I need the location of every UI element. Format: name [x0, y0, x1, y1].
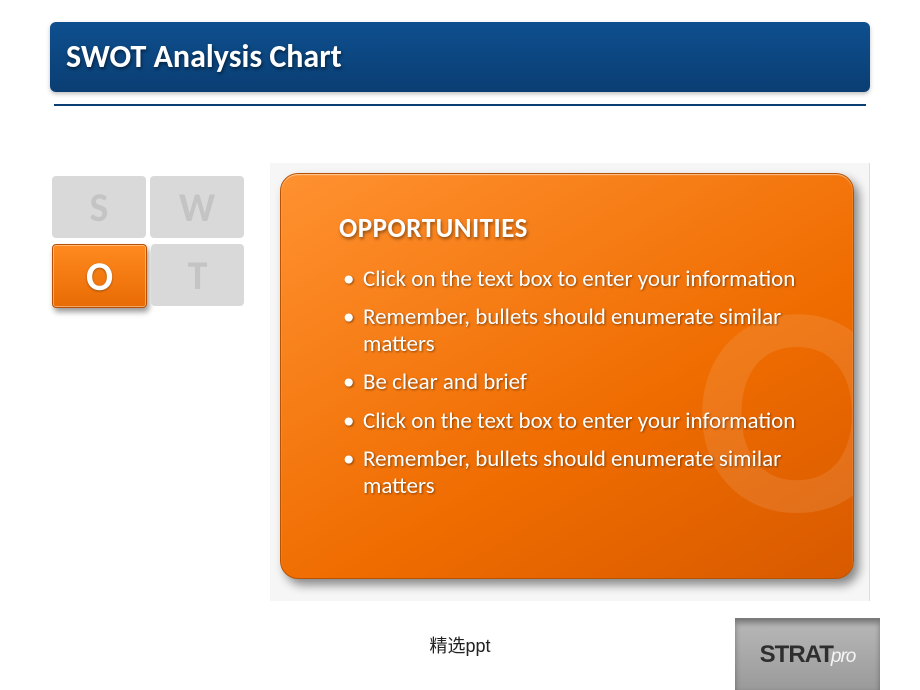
- panel-heading: OPPORTUNITIES: [339, 212, 528, 245]
- logo-suffix: pro: [831, 646, 855, 667]
- divider-rule: [54, 104, 866, 106]
- opportunities-panel: O OPPORTUNITIES Click on the text box to…: [280, 173, 854, 579]
- bullet-item[interactable]: Click on the text box to enter your info…: [343, 408, 813, 434]
- bullet-item[interactable]: Be clear and brief: [343, 369, 813, 395]
- title-bar: SWOT Analysis Chart: [50, 22, 870, 92]
- bullet-item[interactable]: Click on the text box to enter your info…: [343, 266, 813, 292]
- panel-background: O OPPORTUNITIES Click on the text box to…: [270, 163, 870, 601]
- swot-cell-s[interactable]: S: [52, 176, 146, 238]
- swot-cell-o[interactable]: O: [52, 244, 147, 308]
- slide-title: SWOT Analysis Chart: [50, 22, 870, 92]
- bullet-list: Click on the text box to enter your info…: [343, 266, 813, 511]
- logo-text: STRATpro: [760, 641, 856, 669]
- swot-cell-w[interactable]: W: [150, 176, 244, 238]
- swot-grid: S W O T: [52, 176, 248, 314]
- bullet-item[interactable]: Remember, bullets should enumerate simil…: [343, 446, 813, 499]
- bullet-item[interactable]: Remember, bullets should enumerate simil…: [343, 304, 813, 357]
- swot-cell-t[interactable]: T: [151, 244, 244, 306]
- brand-logo: STRATpro: [735, 618, 880, 690]
- slide: SWOT Analysis Chart S W O T O OPPORTUNIT…: [0, 0, 920, 690]
- logo-main: STRAT: [760, 641, 833, 668]
